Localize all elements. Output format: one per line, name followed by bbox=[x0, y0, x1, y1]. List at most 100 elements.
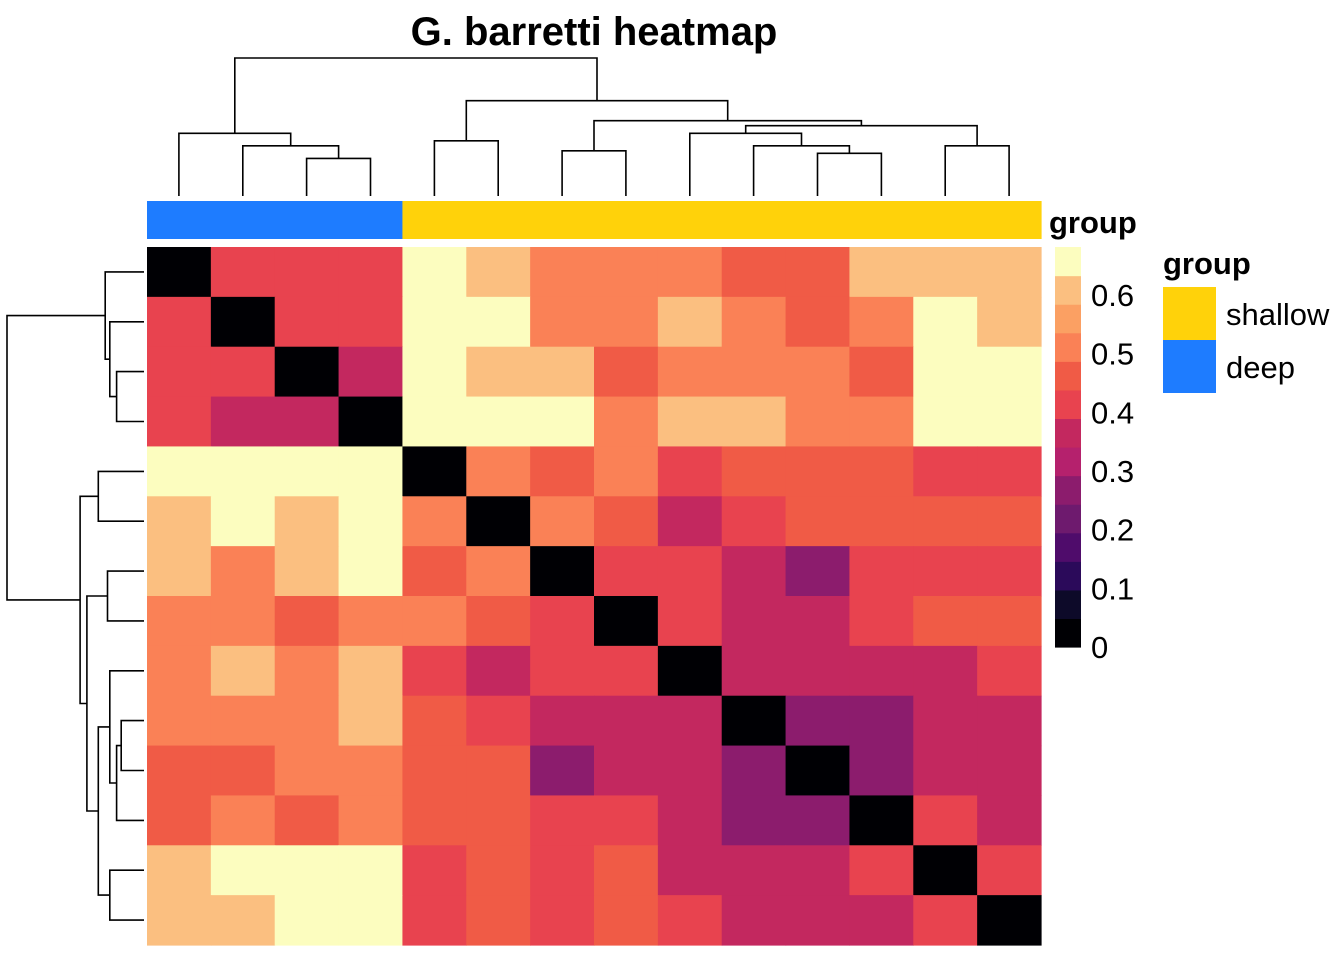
dendrogram-branch bbox=[744, 124, 978, 146]
heatmap-cell bbox=[530, 596, 595, 647]
heatmap-cell bbox=[530, 845, 595, 896]
heatmap-cell bbox=[402, 645, 467, 697]
heatmap-cell bbox=[210, 795, 276, 846]
dendrogram-branch bbox=[689, 132, 803, 196]
heatmap-cell bbox=[594, 895, 659, 946]
heatmap-cell bbox=[402, 795, 467, 846]
heatmap-cell bbox=[274, 346, 340, 398]
heatmap-cell bbox=[402, 247, 467, 298]
heatmap-cell bbox=[913, 546, 978, 597]
legend-swatch-shallow bbox=[1163, 287, 1216, 340]
heatmap-cell bbox=[594, 247, 659, 298]
heatmap-cell bbox=[338, 396, 404, 448]
heatmap-cell bbox=[147, 346, 212, 398]
heatmap-cell bbox=[466, 296, 531, 348]
annotation-cell-shallow bbox=[530, 201, 595, 239]
heatmap-cell bbox=[721, 296, 787, 348]
heatmap-cell bbox=[210, 446, 276, 497]
heatmap-cell bbox=[402, 346, 467, 398]
heatmap-cell bbox=[785, 247, 851, 298]
heatmap-cell bbox=[147, 446, 212, 497]
heatmap-cell bbox=[849, 546, 914, 597]
heatmap-cell bbox=[913, 296, 978, 348]
heatmap-cell bbox=[913, 446, 978, 497]
heatmap-cell bbox=[594, 795, 659, 846]
color-scale-tick-label: 0.6 bbox=[1091, 278, 1134, 313]
heatmap-cell bbox=[466, 596, 531, 647]
heatmap-cell bbox=[913, 596, 978, 647]
heatmap-cell bbox=[210, 895, 276, 946]
heatmap-cell bbox=[466, 446, 531, 497]
heatmap-cell bbox=[785, 396, 851, 448]
heatmap-cell bbox=[594, 396, 659, 448]
heatmap-cell bbox=[274, 496, 340, 547]
dendrogram-branch bbox=[234, 57, 598, 134]
color-scale-swatch bbox=[1055, 361, 1081, 391]
heatmap-cell bbox=[594, 296, 659, 348]
row-dendrogram bbox=[6, 271, 144, 921]
heatmap-cell bbox=[402, 296, 467, 348]
heatmap-cell bbox=[657, 546, 723, 597]
heatmap-cell bbox=[402, 895, 467, 946]
color-scale-legend: 0 0.1 0.2 0.3 0.4 0.5 0.6 bbox=[1055, 247, 1134, 665]
heatmap-cell bbox=[721, 795, 787, 846]
heatmap-cell bbox=[913, 645, 978, 697]
heatmap-cell bbox=[530, 396, 595, 448]
heatmap-cell bbox=[147, 695, 212, 747]
heatmap-cell bbox=[147, 596, 212, 647]
heatmap-cell bbox=[147, 845, 212, 896]
heatmap-cell bbox=[657, 496, 723, 547]
color-scale-tick-label: 0.2 bbox=[1091, 513, 1134, 548]
heatmap-cell bbox=[466, 645, 531, 697]
heatmap-cell bbox=[530, 645, 595, 697]
legend-label-deep: deep bbox=[1226, 350, 1295, 385]
heatmap-cell bbox=[849, 596, 914, 647]
dendrogram-branch bbox=[944, 145, 1010, 196]
heatmap-cell bbox=[849, 645, 914, 697]
heatmap-cell bbox=[849, 745, 914, 797]
heatmap-cells bbox=[147, 247, 1042, 946]
heatmap-cell bbox=[785, 645, 851, 697]
color-scale-swatch bbox=[1055, 504, 1081, 534]
heatmap-cell bbox=[530, 745, 595, 797]
annotation-cell-shallow bbox=[849, 201, 914, 239]
heatmap-cell bbox=[402, 845, 467, 896]
heatmap-cell bbox=[721, 446, 787, 497]
heatmap-cell bbox=[210, 745, 276, 797]
heatmap-cell bbox=[274, 296, 340, 348]
heatmap-cell bbox=[657, 396, 723, 448]
heatmap-cell bbox=[147, 745, 212, 797]
heatmap-cell bbox=[338, 596, 404, 647]
heatmap-cell bbox=[721, 895, 787, 946]
dendrogram-branch bbox=[6, 314, 106, 601]
heatmap-cell bbox=[977, 546, 1042, 597]
heatmap-cell bbox=[594, 346, 659, 398]
heatmap-cell bbox=[530, 895, 595, 946]
dendrogram-branch bbox=[106, 570, 144, 622]
heatmap-cell bbox=[466, 895, 531, 946]
heatmap-cell bbox=[147, 895, 212, 946]
annotation-cell-deep bbox=[274, 201, 340, 239]
annotation-cell-shallow bbox=[721, 201, 787, 239]
heatmap-cell bbox=[977, 296, 1042, 348]
dendrogram-branch bbox=[86, 595, 108, 812]
heatmap-cell bbox=[785, 296, 851, 348]
heatmap-cell bbox=[977, 645, 1042, 697]
group-legend: shallow deep bbox=[1163, 287, 1330, 393]
heatmap-cell bbox=[977, 745, 1042, 797]
heatmap-cell bbox=[594, 496, 659, 547]
heatmap-cell bbox=[402, 695, 467, 747]
heatmap-cell bbox=[338, 446, 404, 497]
chart-title: G. barretti heatmap bbox=[411, 10, 778, 54]
heatmap-cell bbox=[466, 247, 531, 298]
heatmap-cell bbox=[402, 396, 467, 448]
annotation-cell-deep bbox=[210, 201, 276, 239]
dendrogram-branch bbox=[109, 670, 144, 784]
heatmap-cell bbox=[402, 496, 467, 547]
heatmap-cell bbox=[274, 247, 340, 298]
heatmap-cell bbox=[913, 695, 978, 747]
heatmap-cell bbox=[466, 745, 531, 797]
annotation-label: group bbox=[1049, 205, 1137, 240]
heatmap-cell bbox=[913, 845, 978, 896]
